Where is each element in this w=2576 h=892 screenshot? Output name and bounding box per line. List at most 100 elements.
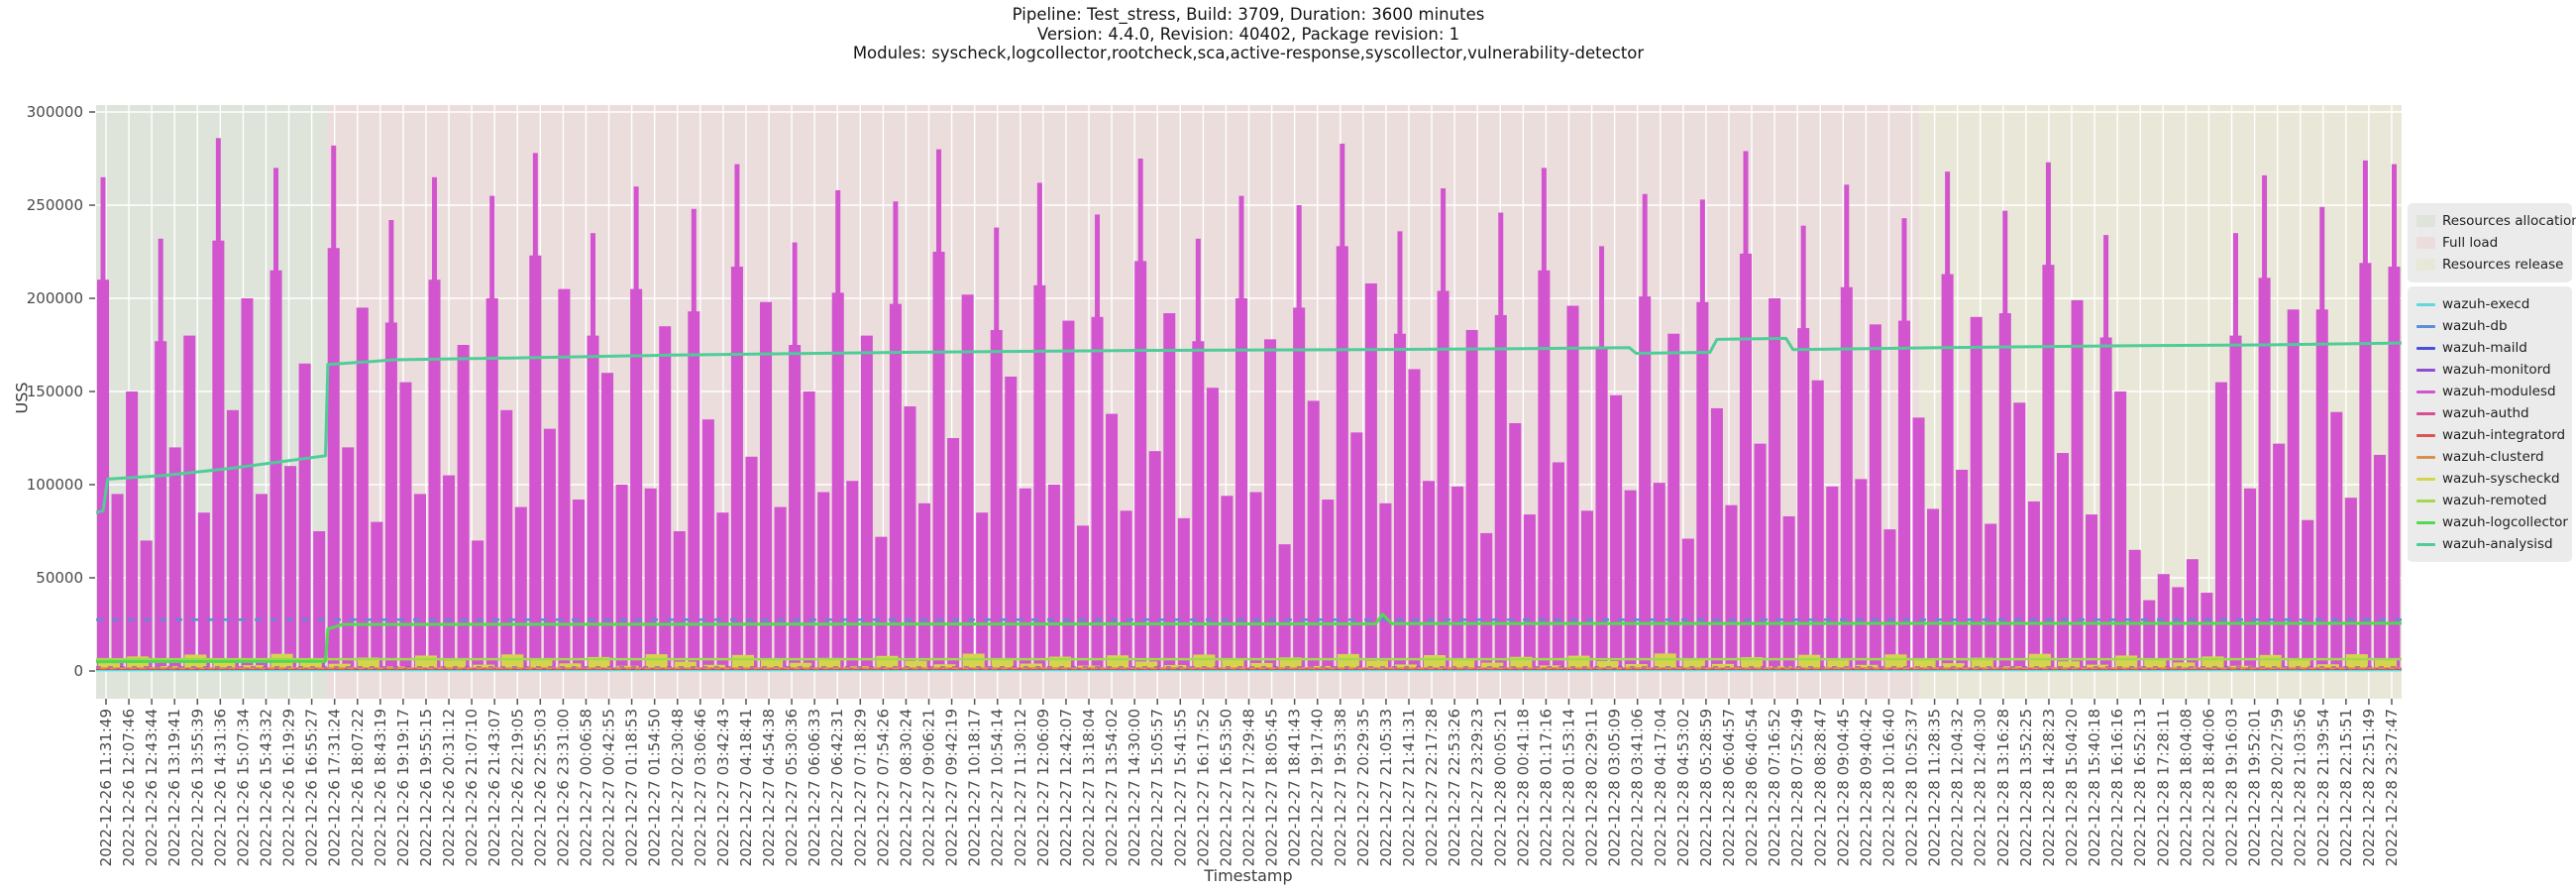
x-tick-label: 2022-12-26 23:31:00: [554, 709, 572, 866]
modulesd-spike: [1696, 301, 1709, 671]
modulesd-spike: [2114, 391, 2127, 671]
x-tick-label: 2022-12-28 16:16:16: [2108, 709, 2126, 866]
series-line-swatch: [2416, 477, 2435, 481]
syscheckd-bar: [1596, 661, 1619, 671]
modulesd-spike: [1710, 407, 1723, 671]
x-tick-label: 2022-12-27 05:30:36: [783, 709, 801, 866]
modulesd-spike-tip: [936, 149, 942, 253]
series-line-swatch: [2416, 411, 2435, 415]
x-tick-label: 2022-12-26 16:19:29: [280, 709, 298, 866]
modulesd-spike: [269, 270, 282, 671]
modulesd-spike: [2359, 263, 2372, 671]
modulesd-spike: [111, 494, 124, 671]
x-tick-label: 2022-12-28 12:04:32: [1949, 709, 1967, 866]
series-line-swatch: [2416, 455, 2435, 459]
x-tick-label: 2022-12-28 18:04:08: [2177, 709, 2195, 866]
modulesd-spike: [2273, 443, 2286, 671]
modulesd-spike: [1552, 462, 1564, 671]
modulesd-spike: [1091, 316, 1104, 671]
modulesd-spike: [1681, 538, 1694, 671]
modulesd-spike: [1595, 348, 1608, 671]
modulesd-spike-tip: [2362, 160, 2368, 265]
modulesd-spike: [1293, 307, 1306, 671]
x-tick-label: 2022-12-28 10:52:37: [1903, 709, 1921, 866]
modulesd-spike-tip: [2391, 164, 2397, 269]
x-tick-label: 2022-12-28 21:03:56: [2292, 709, 2309, 866]
x-tick-label: 2022-12-26 21:07:10: [463, 709, 481, 866]
x-tick-label: 2022-12-26 13:19:41: [165, 709, 183, 866]
title-line-3: Modules: syscheck,logcollector,rootcheck…: [852, 44, 1645, 62]
modulesd-spike: [255, 494, 268, 671]
x-tick-label: 2022-12-28 04:53:02: [1674, 709, 1692, 866]
modulesd-spike: [1148, 451, 1161, 671]
modulesd-spike-tip: [1800, 225, 1806, 330]
x-tick-label: 2022-12-28 22:15:51: [2337, 709, 2355, 866]
modulesd-spike: [990, 329, 1003, 671]
legend-label: wazuh-authd: [2442, 405, 2529, 421]
legend-label: wazuh-modulesd: [2442, 384, 2556, 399]
phase-swatch: [2416, 215, 2435, 227]
x-tick-label: 2022-12-28 06:40:54: [1743, 709, 1761, 866]
modulesd-spike-tip: [1945, 171, 1951, 276]
modulesd-spike: [140, 540, 153, 671]
modulesd-spike: [1465, 329, 1478, 671]
modulesd-spike-tip: [1195, 238, 1201, 343]
legend-item: wazuh-modulesd: [2416, 381, 2562, 402]
modulesd-spike: [399, 382, 412, 671]
modulesd-spike: [2186, 559, 2199, 671]
y-axis-label: USS: [12, 382, 32, 414]
modulesd-spike: [126, 391, 139, 671]
modulesd-spike: [1624, 490, 1637, 671]
legend-label: wazuh-db: [2442, 318, 2508, 334]
modulesd-spike: [1221, 496, 1234, 671]
x-tick-label: 2022-12-27 03:42:43: [714, 709, 732, 866]
modulesd-spike: [212, 240, 225, 671]
legend-label: Resources allocation: [2442, 213, 2576, 229]
modulesd-spike: [630, 288, 643, 671]
modulesd-spike: [1322, 500, 1335, 671]
phase-swatch: [2416, 259, 2435, 271]
modulesd-spike-tip: [1844, 184, 1850, 288]
modulesd-spike-tip: [893, 201, 899, 305]
x-tick-label: 2022-12-28 09:04:45: [1834, 709, 1852, 866]
x-tick-label: 2022-12-27 12:06:09: [1034, 709, 1052, 866]
modulesd-spike: [875, 536, 888, 671]
x-tick-label: 2022-12-28 08:28:47: [1811, 709, 1829, 866]
modulesd-spike-tip: [2103, 235, 2109, 339]
y-tick-label: 250000: [27, 196, 83, 214]
x-tick-label: 2022-12-27 22:53:26: [1446, 709, 1463, 866]
x-tick-label: 2022-12-26 21:43:07: [485, 709, 503, 866]
modulesd-spike: [1134, 261, 1147, 671]
syscheckd-bar: [674, 661, 697, 671]
x-tick-label: 2022-12-27 16:53:50: [1217, 709, 1234, 866]
modulesd-spike: [1350, 432, 1363, 671]
modulesd-spike: [701, 419, 714, 671]
modulesd-spike: [2200, 593, 2213, 671]
x-tick-label: 2022-12-27 04:54:38: [760, 709, 778, 866]
x-tick-label: 2022-12-28 07:16:52: [1766, 709, 1783, 866]
modulesd-spike: [2128, 549, 2141, 671]
modulesd-spike: [2143, 600, 2156, 671]
modulesd-spike-tip: [1296, 205, 1302, 309]
syscheckd-bar: [2144, 659, 2167, 671]
syscheckd-bar: [1452, 659, 1475, 671]
modulesd-spike: [2244, 488, 2257, 671]
modulesd-spike: [1912, 417, 1925, 671]
modulesd-spike-tip: [1095, 214, 1101, 318]
x-tick-label: 2022-12-27 06:42:31: [828, 709, 846, 866]
modulesd-spike-tip: [2002, 210, 2008, 315]
modulesd-spike: [1192, 341, 1205, 671]
modulesd-spike: [1336, 246, 1348, 672]
modulesd-spike: [1408, 369, 1421, 671]
modulesd-spike-tip: [691, 208, 697, 313]
modulesd-spike-tip: [489, 195, 495, 299]
modulesd-spike: [1278, 544, 1291, 671]
y-tick-label: 300000: [27, 103, 83, 121]
x-tick-label: 2022-12-28 19:16:03: [2223, 709, 2241, 866]
modulesd-spike: [1423, 481, 1436, 671]
x-tick-label: 2022-12-26 22:55:03: [531, 709, 549, 866]
x-tick-label: 2022-12-27 23:29:23: [1468, 709, 1486, 866]
modulesd-spike: [976, 512, 989, 671]
x-tick-label: 2022-12-27 21:41:31: [1400, 709, 1418, 866]
